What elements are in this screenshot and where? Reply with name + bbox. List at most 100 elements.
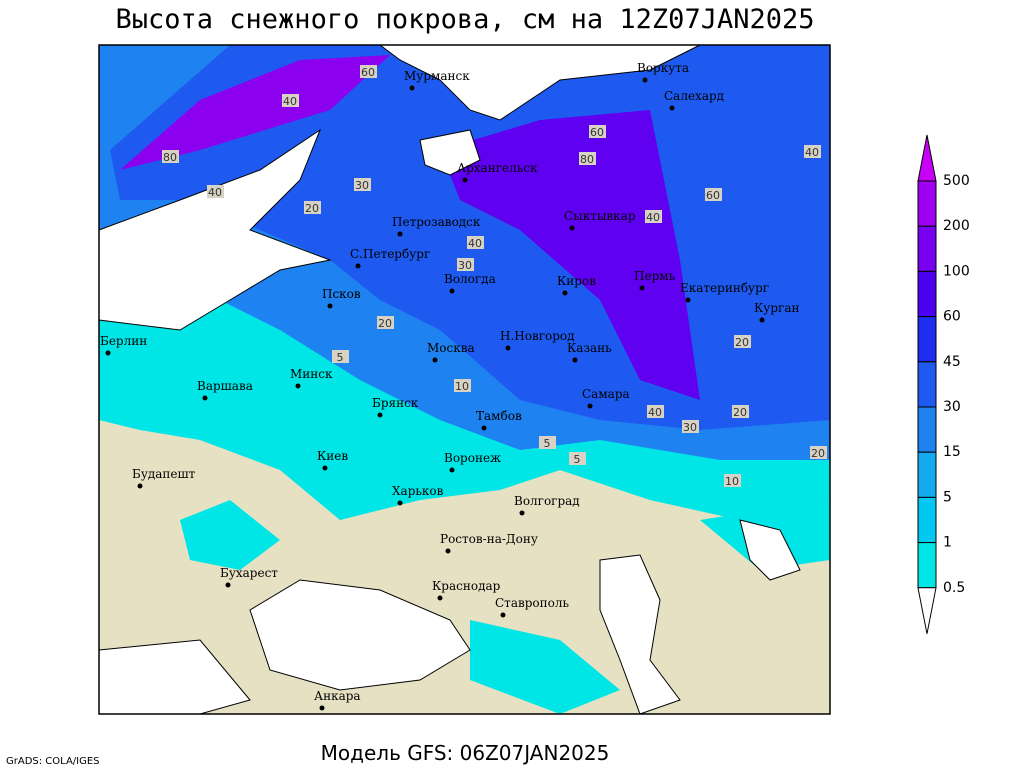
city-label: Сыктывкар — [564, 209, 636, 223]
city-dot — [481, 425, 487, 431]
city-label: Минск — [290, 367, 333, 381]
contour-label: 60 — [706, 189, 720, 202]
city-label: Бухарест — [220, 566, 278, 580]
city-label: Псков — [322, 287, 361, 301]
lake — [739, 519, 801, 581]
city-label: Варшава — [197, 379, 253, 393]
city-label: Брянск — [372, 396, 419, 410]
contour-label: 80 — [580, 153, 594, 166]
contour-label: 40 — [208, 186, 222, 199]
contour-label: 20 — [735, 336, 749, 349]
city-label: Киев — [317, 449, 348, 463]
city-dot — [462, 177, 468, 183]
contour-label: 20 — [378, 317, 392, 330]
legend-color-bin — [917, 134, 937, 182]
city-dot — [355, 263, 361, 269]
legend: 500 200 100 60 45 30 15 5 1 0.5 — [917, 134, 970, 634]
contour-label-box — [377, 316, 394, 329]
city-label: Будапешт — [132, 467, 196, 481]
city-dot — [759, 317, 765, 323]
contour-label: 60 — [590, 126, 604, 139]
sea — [599, 554, 681, 715]
city-dot — [669, 105, 675, 111]
contour-label-box — [647, 405, 664, 418]
contour-label-box — [467, 236, 484, 249]
contour-label-box — [810, 446, 827, 459]
legend-color-bin — [917, 587, 937, 634]
contour-label: 20 — [305, 202, 319, 215]
city-dot — [319, 705, 325, 711]
contour-label: 30 — [355, 179, 369, 192]
city-label: Пермь — [634, 269, 676, 283]
legend-level-label: 500 — [943, 173, 970, 189]
city-label: Ставрополь — [495, 596, 569, 610]
legend-level-label: 100 — [943, 263, 970, 279]
city-label: Н.Новгород — [500, 329, 575, 343]
contour-label-box — [162, 150, 179, 163]
contour-label: 40 — [805, 146, 819, 159]
contour-label: 20 — [733, 406, 747, 419]
title: Высота снежного покрова, см на 12Z07JAN2… — [116, 4, 815, 35]
city-label: Вологда — [444, 272, 496, 286]
contour-label: 40 — [468, 237, 482, 250]
sea — [419, 129, 481, 176]
legend-color-bin — [917, 270, 937, 318]
city-label: Самара — [582, 387, 630, 401]
city-dot — [572, 357, 578, 363]
city-label: С.Петербург — [350, 247, 430, 261]
contour-label: 40 — [283, 95, 297, 108]
contour-label-box — [724, 474, 741, 487]
contour-label: 5 — [544, 437, 551, 450]
legend-level-label: 1 — [943, 535, 952, 551]
city-dot — [202, 395, 208, 401]
contour-label-box — [454, 379, 471, 392]
contour-label: 40 — [646, 211, 660, 224]
city-dot — [505, 345, 511, 351]
city-dot — [397, 231, 403, 237]
snow-zone — [180, 500, 830, 714]
contour-label-box — [732, 405, 749, 418]
contour-label: 20 — [811, 447, 825, 460]
contour-label: 5 — [574, 453, 581, 466]
legend-color-bin — [917, 451, 937, 498]
contour-label-box — [360, 65, 377, 78]
contour-label: 10 — [455, 380, 469, 393]
city-dot — [569, 225, 575, 231]
map-frame — [98, 44, 831, 715]
contour-label-box — [332, 350, 349, 363]
city-dot — [449, 467, 455, 473]
city-dot — [519, 510, 525, 516]
city-label: Волгоград — [514, 494, 580, 508]
legend-color-bin — [917, 180, 937, 227]
contour-label: 80 — [163, 151, 177, 164]
city-dot — [639, 285, 645, 291]
legend-color-bin — [917, 361, 937, 408]
city-dot — [322, 465, 328, 471]
contour-label-box — [354, 178, 371, 191]
city-label: Харьков — [392, 484, 444, 498]
model-caption: Модель GFS: 06Z07JAN2025 — [321, 741, 610, 765]
legend-level-label: 30 — [943, 399, 961, 415]
snow-zone — [120, 55, 390, 170]
contour-label-box — [682, 420, 699, 433]
labels: Мурманск Воркута Салехард Архангельск Петроз… — [100, 61, 827, 711]
city-dot — [295, 383, 301, 389]
contour-label: 10 — [725, 475, 739, 488]
legend-level-label: 45 — [943, 354, 961, 370]
city-dot — [105, 350, 111, 356]
city-label: Тамбов — [476, 409, 522, 423]
contour-label: 5 — [337, 351, 344, 364]
contour-label-box — [569, 452, 586, 465]
legend-color-bin — [917, 542, 937, 589]
city-dot — [225, 582, 231, 588]
city-label: Екатеринбург — [680, 281, 769, 295]
contour-label: 60 — [361, 66, 375, 79]
snow-zone — [440, 110, 700, 400]
legend-color-bin — [917, 406, 937, 453]
city-label: Ростов-на-Дону — [440, 532, 538, 546]
contour-label-box — [645, 210, 662, 223]
city-dot — [685, 297, 691, 303]
legend-level-label: 200 — [943, 218, 970, 234]
city-dot — [409, 85, 415, 91]
